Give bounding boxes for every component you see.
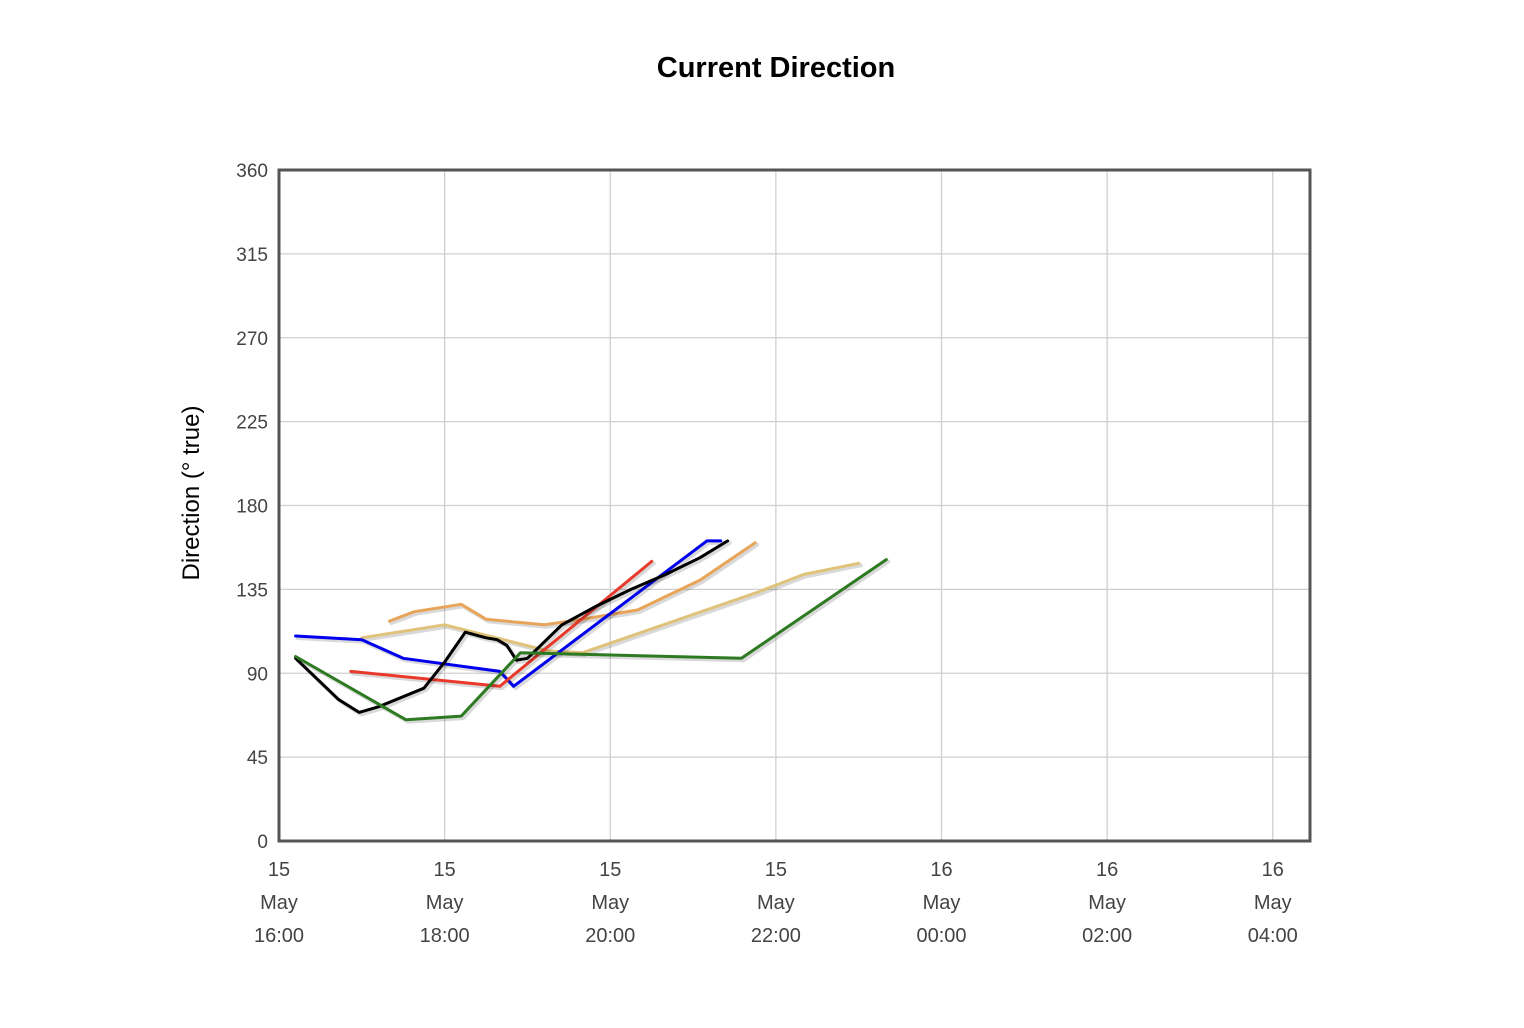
x-tick-label-line: 16 — [1096, 859, 1118, 881]
x-tick-label: 16 May 00:00 — [916, 859, 966, 947]
series-shadow — [350, 561, 656, 691]
y-tick-label: 135 — [236, 580, 268, 601]
series-shadow — [295, 559, 891, 724]
x-tick-label-line: May — [923, 892, 961, 914]
x-tick-label-line: 16 — [930, 859, 952, 881]
x-tick-label-line: 02:00 — [1082, 925, 1132, 947]
y-tick-label: 315 — [236, 245, 268, 266]
y-tick-label: 270 — [236, 329, 268, 350]
series-line-5 — [294, 539, 730, 714]
y-tick-label: 45 — [247, 748, 268, 769]
series-line-6 — [294, 558, 888, 722]
x-tick-label-line: 16 — [1262, 859, 1284, 881]
plot-frame — [277, 168, 1312, 843]
series-layer — [294, 539, 891, 724]
x-tick-label-line: May — [426, 892, 464, 914]
x-tick-label: 16 May 04:00 — [1248, 859, 1298, 947]
chart-title: Current Direction — [656, 52, 896, 84]
x-tick-label-line: May — [757, 892, 795, 914]
x-tick-label: 15 May 20:00 — [585, 859, 635, 947]
x-tick-label-line: May — [1254, 892, 1292, 914]
x-tick-label-line: 18:00 — [420, 925, 470, 947]
x-tick-label-line: 15 — [599, 859, 621, 881]
x-tick-label: 15 May 18:00 — [420, 859, 470, 947]
y-tick-label: 360 — [236, 161, 268, 182]
x-tick-label-line: May — [1088, 892, 1126, 914]
series-shadow — [389, 542, 760, 629]
x-tick-label-line: 15 — [268, 859, 290, 881]
x-tick-label: 16 May 02:00 — [1082, 859, 1132, 947]
series-line-1 — [387, 541, 757, 627]
y-tick-label: 0 — [257, 832, 268, 853]
x-tick-label-line: May — [260, 892, 298, 914]
x-tick-label-line: 15 — [433, 859, 455, 881]
x-tick-label: 15 May 22:00 — [751, 859, 801, 947]
x-tick-label-line: 16:00 — [254, 925, 304, 947]
y-tick-label: 90 — [247, 664, 268, 685]
series-line-3 — [294, 539, 723, 688]
y-axis-label: Direction (° true) — [178, 406, 205, 581]
x-tick-label-line: 15 — [765, 859, 787, 881]
y-tick-labels: 0 45 90 135 180 225 270 315 360 — [236, 161, 268, 853]
x-tick-labels: 15 May 16:00 15 May 18:00 15 May 20:00 15 May 22:00… — [254, 859, 1298, 947]
y-tick-label: 225 — [236, 413, 268, 434]
x-tick-label: 15 May 16:00 — [254, 859, 304, 947]
grid — [278, 169, 1310, 842]
x-tick-label-line: 00:00 — [916, 925, 966, 947]
series-line-2 — [360, 561, 861, 655]
x-tick-label-line: 22:00 — [751, 925, 801, 947]
y-tick-label: 180 — [236, 497, 268, 518]
x-tick-label-line: May — [591, 892, 629, 914]
x-tick-label-line: 04:00 — [1248, 925, 1298, 947]
x-tick-label-line: 20:00 — [585, 925, 635, 947]
